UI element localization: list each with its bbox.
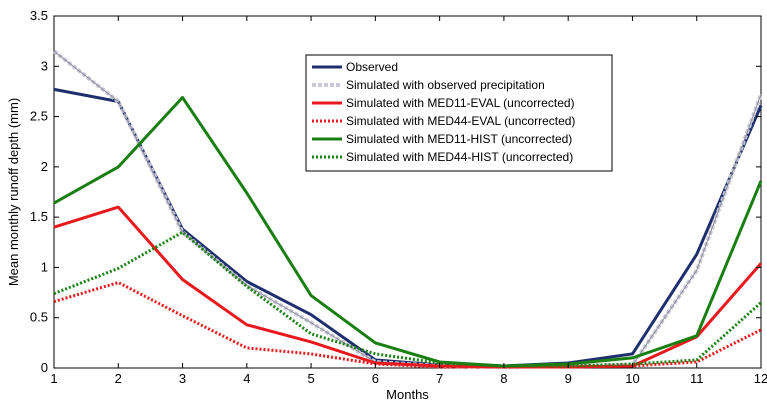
legend-box — [305, 54, 613, 172]
y-tick-label: 3.5 — [30, 8, 48, 23]
legend-label-3: Simulated with MED44-EVAL (uncorrected) — [346, 114, 575, 128]
legend-label-4: Simulated with MED11-HIST (uncorrected) — [346, 132, 572, 146]
y-tick-label: 2.5 — [30, 109, 48, 124]
legend-label-5: Simulated with MED44-HIST (uncorrected) — [346, 150, 573, 164]
x-tick-label: 7 — [436, 371, 443, 386]
y-tick-label: 3 — [41, 58, 48, 73]
series-line-3 — [53, 281, 762, 369]
x-tick-label: 8 — [500, 371, 507, 386]
x-tick-label: 1 — [50, 371, 57, 386]
x-tick-label: 5 — [307, 371, 314, 386]
x-tick-label: 2 — [115, 371, 122, 386]
x-tick-label: 10 — [625, 371, 639, 386]
series-layer — [52, 49, 763, 370]
x-tick-label: 11 — [690, 371, 704, 386]
y-tick-label: 2 — [41, 159, 48, 174]
x-tick-label: 12 — [754, 371, 767, 386]
y-tick-label: 1.5 — [30, 209, 48, 224]
y-axis-title: Mean monthly runoff depth (mm) — [6, 98, 21, 286]
x-tick-label: 3 — [179, 371, 186, 386]
x-tick-label: 9 — [565, 371, 572, 386]
x-axis-title: Months — [386, 387, 429, 402]
series-line-4 — [53, 96, 763, 368]
legend-label-1: Simulated with observed precipitation — [346, 78, 545, 92]
legend-label-2: Simulated with MED11-EVAL (uncorrected) — [346, 96, 575, 110]
legend-label-0: Observed — [346, 60, 398, 74]
x-tick-label: 4 — [243, 371, 250, 386]
x-tick-label: 6 — [372, 371, 379, 386]
y-tick-label: 1 — [41, 259, 48, 274]
legend: Observed Simulated with observed precipit… — [305, 54, 613, 172]
y-tick-label: 0 — [41, 360, 48, 375]
y-tick-label: 0.5 — [30, 310, 48, 325]
